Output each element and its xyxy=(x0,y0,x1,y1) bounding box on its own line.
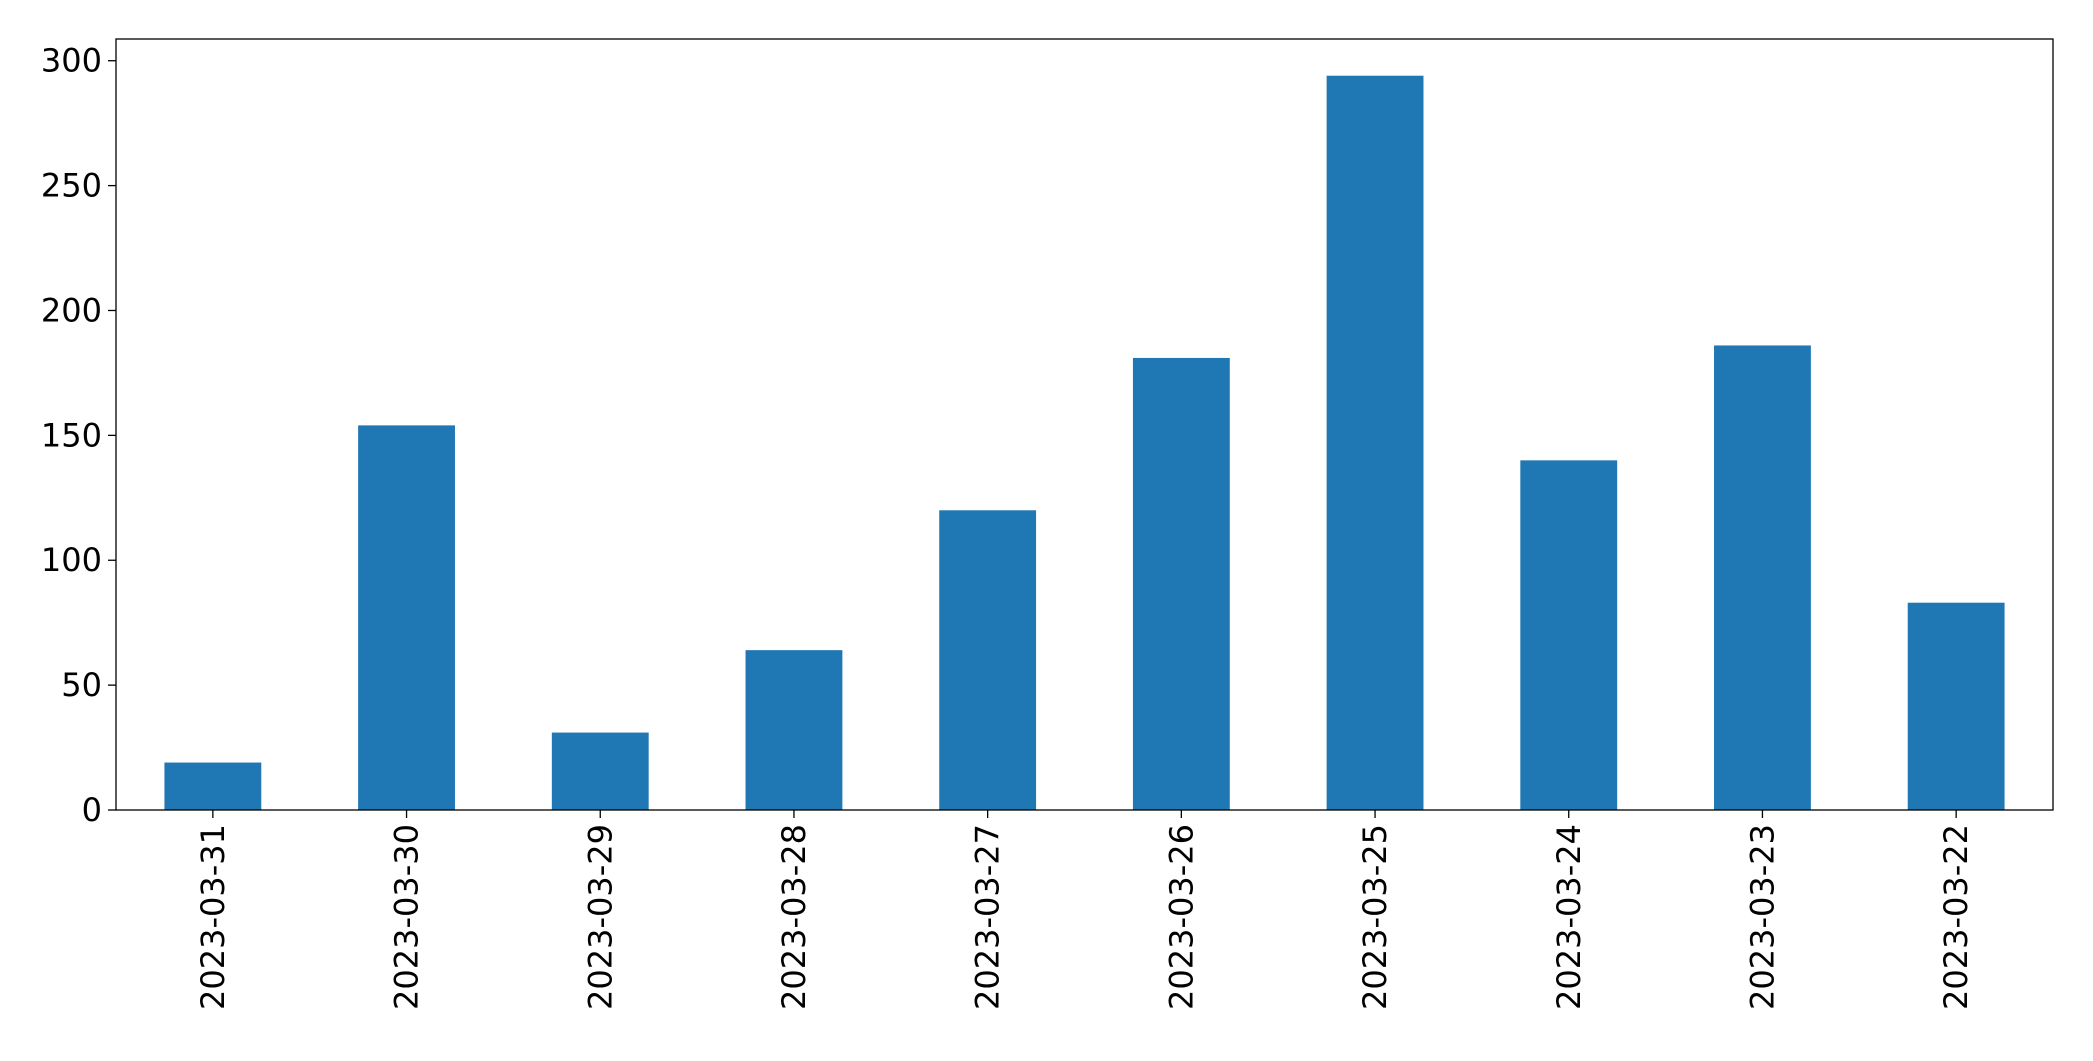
bar xyxy=(1520,460,1618,810)
x-tick-label: 2023-03-26 xyxy=(1162,824,1200,1010)
y-tick-label: 150 xyxy=(41,416,102,454)
y-tick-label: 50 xyxy=(61,666,102,704)
bar xyxy=(939,510,1037,810)
x-tick-label: 2023-03-28 xyxy=(775,824,813,1010)
y-tick-label: 300 xyxy=(41,42,102,80)
y-tick-label: 100 xyxy=(41,541,102,579)
y-tick-label: 250 xyxy=(41,167,102,205)
y-tick-label: 200 xyxy=(41,291,102,329)
axes-frame xyxy=(115,38,2054,811)
bar xyxy=(1714,345,1811,810)
bar xyxy=(745,650,843,810)
bar xyxy=(1132,357,1230,810)
x-tick-label: 2023-03-27 xyxy=(969,824,1007,1010)
x-tick-label: 2023-03-29 xyxy=(581,824,619,1010)
x-tick-label: 2023-03-25 xyxy=(1356,824,1394,1010)
x-tick-label: 2023-03-22 xyxy=(1937,824,1975,1010)
x-tick-label: 2023-03-24 xyxy=(1550,824,1588,1010)
x-tick-label: 2023-03-31 xyxy=(194,824,232,1010)
bar xyxy=(551,732,649,810)
x-tick-label: 2023-03-23 xyxy=(1743,824,1781,1010)
bar xyxy=(1326,75,1424,810)
x-tick-label: 2023-03-30 xyxy=(388,824,426,1010)
bar xyxy=(1907,602,2005,810)
y-tick-label: 0 xyxy=(82,791,102,829)
bar xyxy=(164,762,262,810)
bar xyxy=(358,425,455,810)
